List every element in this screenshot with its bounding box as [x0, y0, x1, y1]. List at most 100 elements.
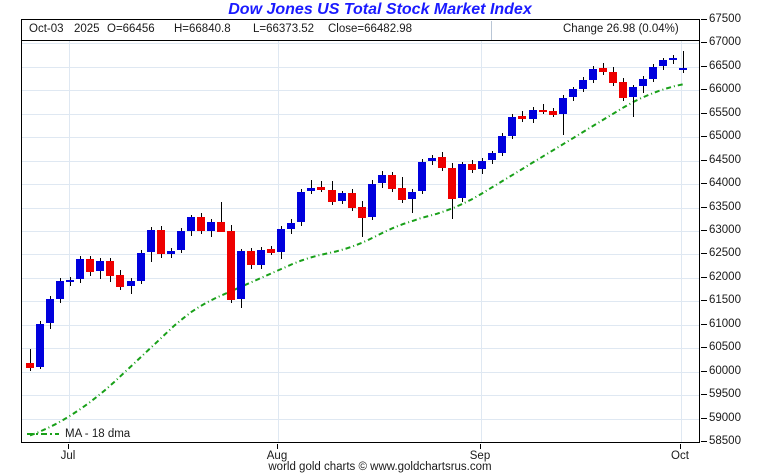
gridline-horizontal: [22, 43, 699, 45]
candle-body-down[interactable]: [397, 188, 406, 200]
candle-body-up[interactable]: [478, 160, 487, 170]
y-axis-label: 60500: [709, 341, 741, 354]
candle-body-up[interactable]: [257, 249, 266, 265]
candle-body-up[interactable]: [307, 187, 316, 192]
candle-body-down[interactable]: [518, 116, 527, 120]
candle-body-up[interactable]: [237, 251, 246, 300]
candle-body-down[interactable]: [317, 187, 326, 191]
candle-body-up[interactable]: [679, 67, 688, 70]
y-axis-label: 67500: [709, 13, 741, 25]
candle-body-up[interactable]: [287, 222, 296, 229]
candle-body-up[interactable]: [377, 175, 386, 184]
candle-body-down[interactable]: [347, 193, 356, 208]
y-axis-label: 64500: [709, 153, 741, 166]
y-axis-label: 67000: [709, 36, 741, 49]
y-axis-tick: [701, 394, 707, 396]
candle-body-up[interactable]: [488, 153, 497, 161]
candle-body-down[interactable]: [538, 109, 547, 112]
candle-body-up[interactable]: [36, 323, 45, 368]
x-axis-tick: [277, 444, 278, 449]
gridline-horizontal: [22, 160, 699, 162]
candle-body-down[interactable]: [216, 221, 225, 232]
y-axis-tick: [701, 417, 707, 419]
candle-body-down[interactable]: [267, 249, 276, 253]
candle-body-up[interactable]: [659, 60, 668, 67]
candle-body-down[interactable]: [618, 82, 627, 98]
candle-body-down[interactable]: [608, 71, 617, 83]
candle-body-up[interactable]: [417, 161, 426, 192]
y-axis-tick: [701, 370, 707, 372]
candle-body-down[interactable]: [196, 216, 205, 231]
candle-wick: [683, 50, 684, 73]
y-axis-tick: [701, 323, 707, 325]
candle-body-up[interactable]: [558, 97, 567, 115]
y-axis-tick: [701, 136, 707, 138]
candle-body-up[interactable]: [66, 279, 75, 282]
candle-body-down[interactable]: [448, 167, 457, 199]
candle-wick: [311, 180, 312, 195]
quote-high: H=66840.8: [174, 23, 231, 35]
candle-body-up[interactable]: [649, 66, 658, 79]
candle-body-down[interactable]: [86, 259, 95, 272]
candle-body-up[interactable]: [56, 281, 65, 299]
candle-body-down[interactable]: [116, 275, 125, 287]
candle-body-up[interactable]: [669, 57, 678, 60]
candle-wick: [362, 200, 363, 237]
gridline-horizontal: [22, 231, 699, 232]
candle-body-down[interactable]: [227, 231, 235, 300]
candle-body-up[interactable]: [428, 157, 436, 162]
candle-body-up[interactable]: [126, 281, 135, 287]
candle-body-up[interactable]: [146, 229, 155, 253]
candle-body-down[interactable]: [156, 229, 165, 255]
candle-body-down[interactable]: [598, 68, 607, 73]
y-axis-tick: [701, 347, 707, 349]
candle-body-up[interactable]: [46, 298, 55, 324]
candle-body-up[interactable]: [498, 136, 507, 153]
candle-body-down[interactable]: [548, 111, 557, 115]
candle-body-up[interactable]: [629, 86, 637, 98]
candle-body-up[interactable]: [206, 222, 215, 231]
chart-plot-area[interactable]: Oct-03 2025 O=66456 H=66840.8 L=66373.52…: [21, 19, 700, 443]
gridline-horizontal: [22, 137, 699, 139]
ma-legend-label: MA - 18 dma: [65, 428, 131, 440]
gridline-horizontal: [22, 66, 699, 68]
candle-body-up[interactable]: [337, 193, 346, 202]
candle-body-down[interactable]: [357, 207, 366, 218]
candle-body-down[interactable]: [247, 250, 256, 266]
candle-body-up[interactable]: [176, 231, 185, 250]
candle-body-up[interactable]: [568, 89, 577, 98]
candle-body-down[interactable]: [468, 163, 477, 170]
gridline-vertical: [681, 41, 682, 442]
y-axis-label: 59500: [709, 388, 741, 401]
candle-body-up[interactable]: [186, 217, 195, 231]
gridline-vertical: [481, 41, 482, 442]
candle-body-up[interactable]: [367, 183, 376, 218]
y-axis-label: 62000: [709, 270, 741, 283]
ma-legend-swatch-icon: [27, 433, 59, 435]
gridline-horizontal: [22, 113, 699, 115]
candle-body-up[interactable]: [407, 191, 416, 200]
candle-body-up[interactable]: [76, 259, 85, 280]
candle-body-up[interactable]: [639, 79, 648, 87]
y-axis-tick: [701, 253, 707, 255]
candle-body-down[interactable]: [26, 363, 34, 369]
candle-body-down[interactable]: [106, 261, 115, 276]
y-axis-label: 60000: [709, 364, 741, 377]
candle-body-up[interactable]: [528, 110, 537, 119]
candle-body-down[interactable]: [387, 174, 396, 189]
chart-legend: MA - 18 dma: [26, 427, 130, 441]
candle-body-up[interactable]: [136, 252, 145, 281]
candle-body-down[interactable]: [327, 189, 336, 202]
candle-body-up[interactable]: [166, 250, 175, 254]
candle-body-up[interactable]: [96, 261, 105, 272]
candle-body-up[interactable]: [297, 191, 306, 223]
candle-body-up[interactable]: [508, 116, 517, 136]
candle-body-up[interactable]: [277, 229, 286, 253]
candle-body-up[interactable]: [458, 164, 467, 199]
candle-body-up[interactable]: [588, 68, 597, 80]
y-axis-label: 64000: [709, 177, 741, 190]
y-axis-tick: [701, 42, 707, 44]
x-axis-label: Oct: [671, 450, 689, 462]
candle-body-down[interactable]: [438, 157, 447, 169]
candle-body-up[interactable]: [578, 80, 587, 89]
